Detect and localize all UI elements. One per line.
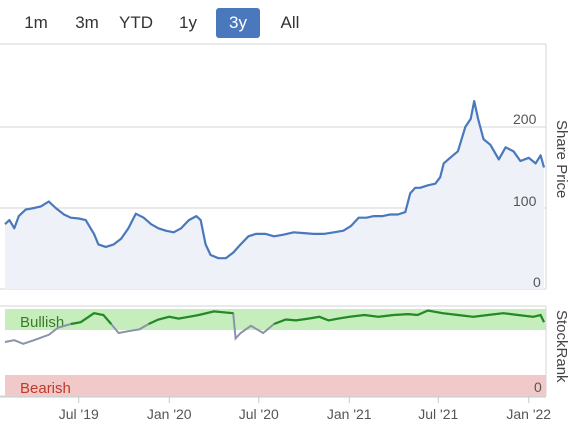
price-tick-100: 100	[513, 193, 537, 209]
price-tick-0: 0	[533, 274, 541, 290]
x-tick-label: Jul '19	[59, 406, 99, 422]
range-button-all[interactable]: All	[280, 13, 300, 32]
price-panel: 200 100 0 Share Price	[0, 43, 570, 290]
range-button-1y[interactable]: 1y	[179, 13, 197, 32]
bearish-band	[5, 375, 546, 396]
range-selector: 1m 3m YTD 1y 3y All	[0, 4, 581, 38]
x-axis: Jul '19 Jan '20 Jul '20 Jan '21 Jul '21 Jan '…	[0, 396, 551, 422]
bullish-label: Bullish	[20, 314, 64, 331]
x-tick-label: Jan '20	[147, 406, 192, 422]
price-axis-label: Share Price	[553, 120, 570, 198]
stockrank-tick-0: 0	[534, 379, 542, 395]
price-line	[4, 100, 546, 260]
x-tick-label: Jan '22	[506, 406, 551, 422]
range-button-3y[interactable]: 3y	[216, 8, 260, 38]
price-area	[5, 101, 544, 289]
stockrank-axis-label: StockRank	[553, 310, 570, 383]
x-tick-label: Jan '21	[327, 406, 372, 422]
x-tick-label: Jul '21	[418, 406, 458, 422]
stockrank-line-green	[70, 309, 545, 326]
price-tick-200: 200	[513, 111, 537, 127]
stockrank-panel: Bullish Bearish 0 StockRank	[0, 305, 570, 397]
range-button-3m[interactable]: 3m	[75, 13, 99, 32]
range-button-ytd[interactable]: YTD	[119, 13, 153, 32]
x-tick-label: Jul '20	[239, 406, 279, 422]
bearish-label: Bearish	[20, 380, 71, 397]
range-button-1m[interactable]: 1m	[24, 13, 48, 32]
